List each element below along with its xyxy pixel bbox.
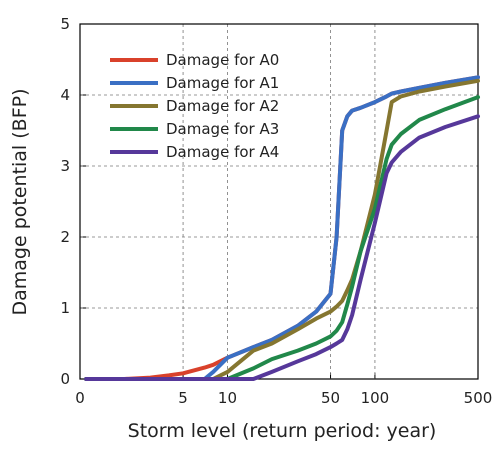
x-tick-label: 100 <box>361 389 390 407</box>
series-line <box>84 75 480 381</box>
x-tick-label: 5 <box>178 389 188 407</box>
y-axis-label: Damage potential (BFP) <box>9 88 31 315</box>
y-tick-label: 1 <box>60 299 70 317</box>
x-axis-label: Storm level (return period: year) <box>128 420 437 442</box>
y-tick-label: 5 <box>60 15 70 33</box>
x-tick-label: 500 <box>464 389 493 407</box>
series-line <box>84 114 480 381</box>
x-tick-label: 50 <box>321 389 340 407</box>
y-tick-label: 3 <box>60 157 70 175</box>
x-tick-label: 0 <box>75 389 85 407</box>
legend-label: Damage for A0 <box>166 51 279 69</box>
legend-label: Damage for A2 <box>166 97 279 115</box>
y-tick-label: 0 <box>60 370 70 388</box>
legend-label: Damage for A3 <box>166 120 279 138</box>
legend-label: Damage for A1 <box>166 74 279 92</box>
y-tick-label: 2 <box>60 228 70 246</box>
plot-frame <box>79 23 479 380</box>
y-tick-label: 4 <box>60 86 70 104</box>
legend-label: Damage for A4 <box>166 143 279 161</box>
x-tick-label: 10 <box>218 389 237 407</box>
